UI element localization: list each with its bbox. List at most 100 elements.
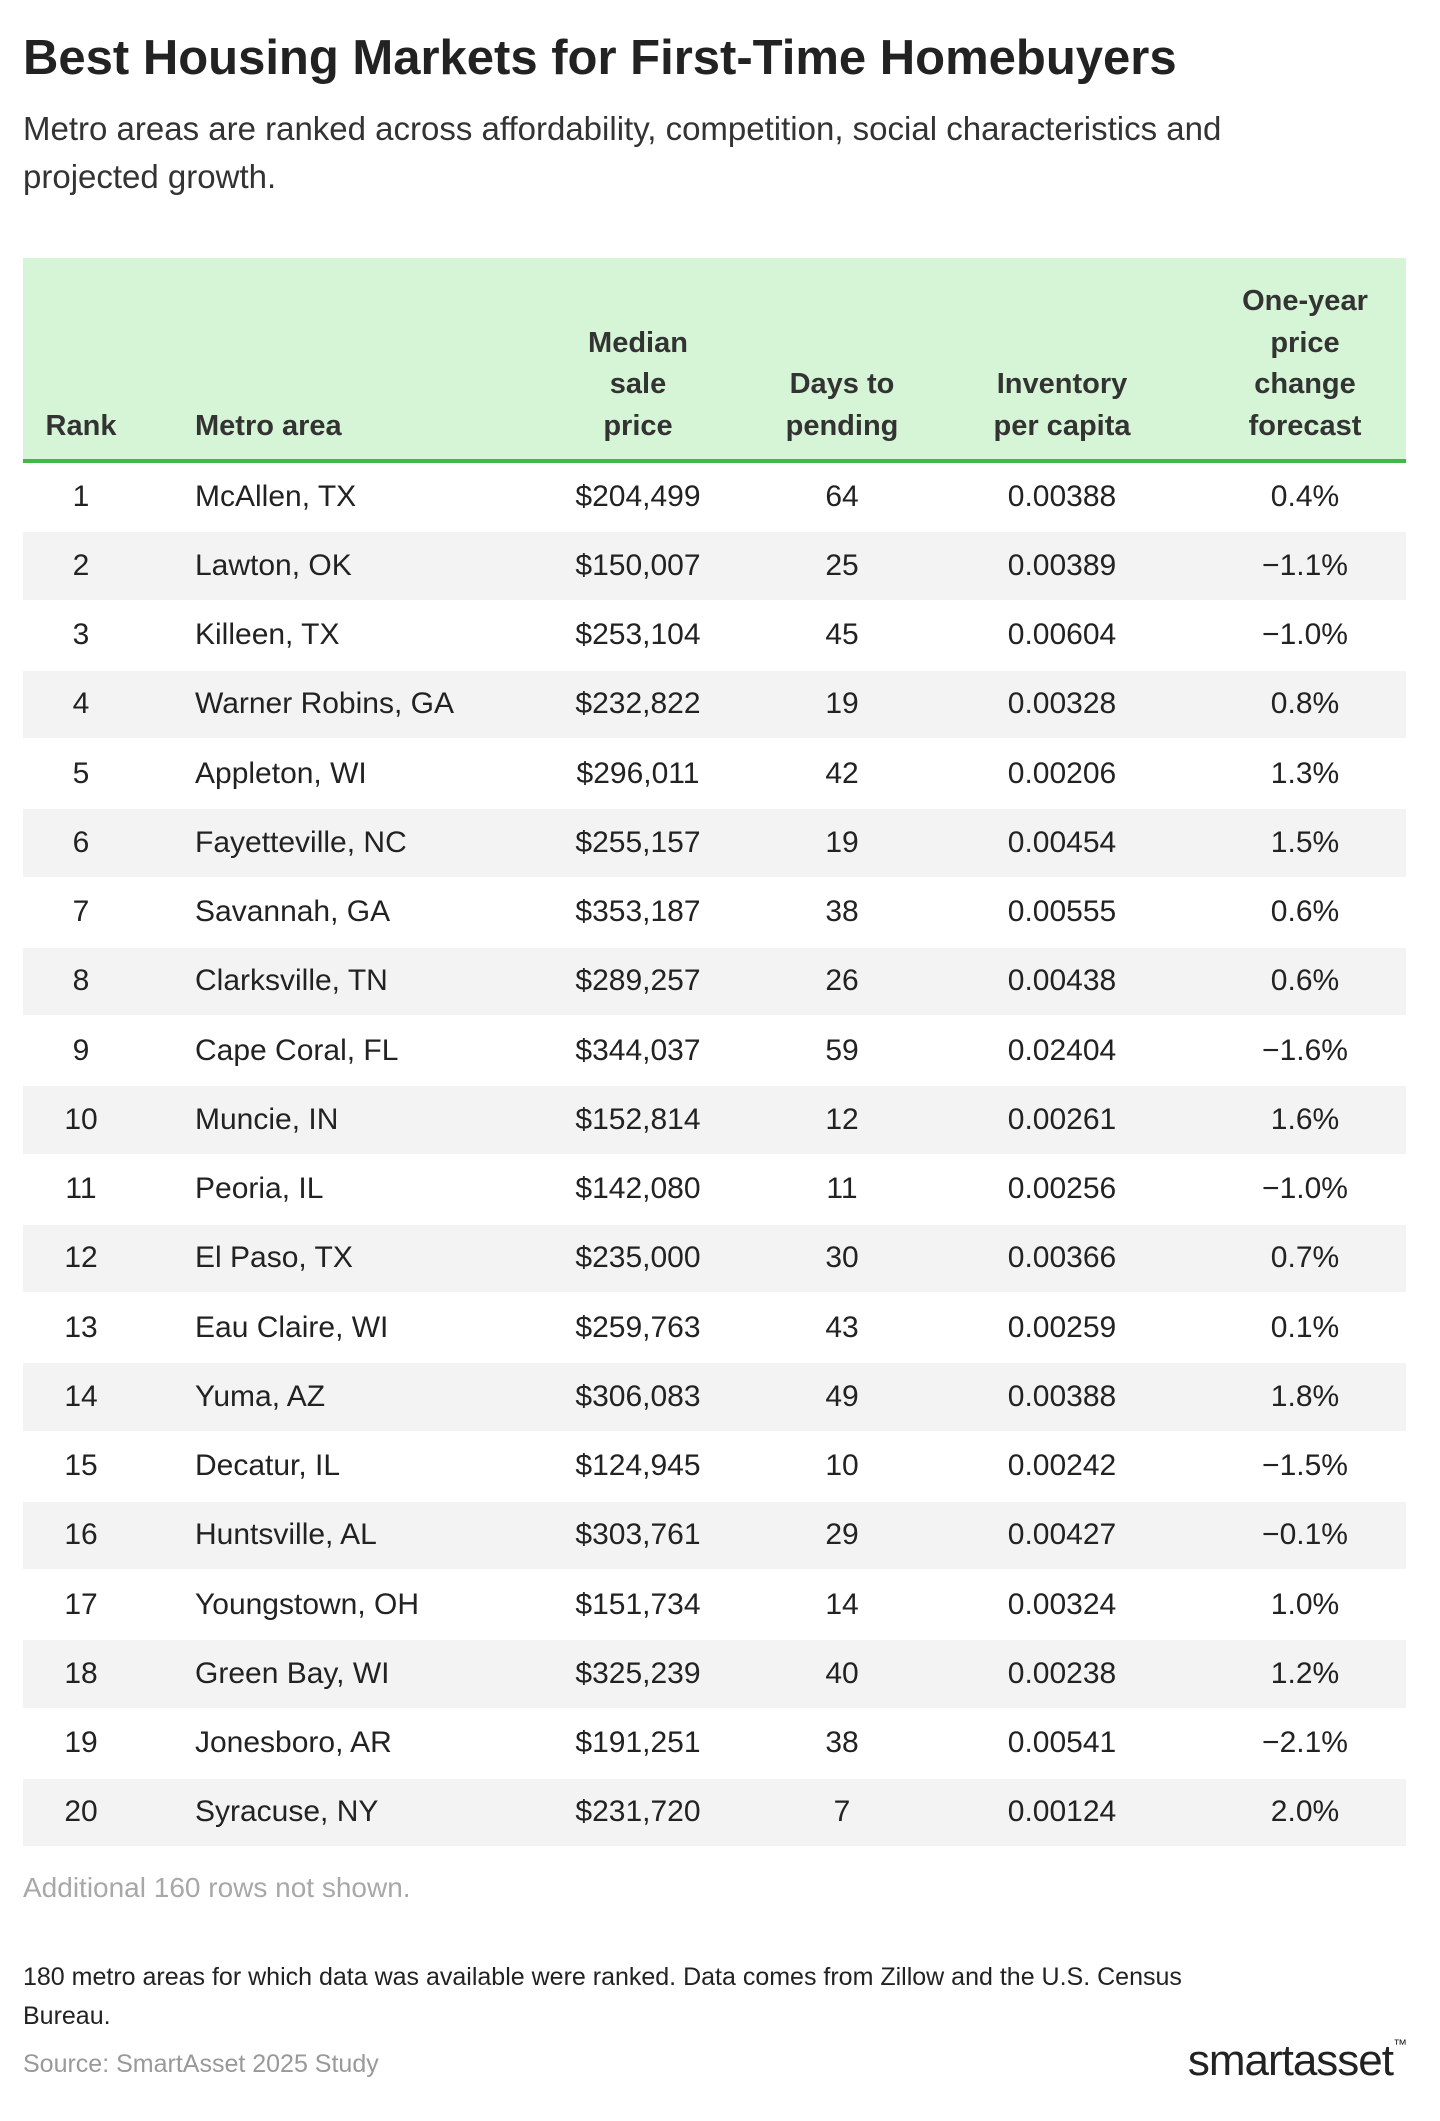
table-row: 9 Cape Coral, FL $344,037 59 0.02404 −1.6% — [23, 1017, 1406, 1087]
table-cell: 0.00438 — [1007, 964, 1117, 998]
table-cell: 42 — [825, 756, 859, 790]
table-cell: 15 — [64, 1449, 98, 1483]
table-cell: 2 — [72, 548, 90, 582]
logo-text: smartasset — [1187, 2036, 1394, 2085]
table-cell: 0.00328 — [1007, 687, 1117, 721]
table-cell: $150,007 — [575, 548, 701, 582]
table-cell: 0.1% — [1270, 1310, 1340, 1344]
table-cell: $235,000 — [575, 1241, 701, 1275]
table-cell: Peoria, IL — [195, 1172, 324, 1206]
table-cell: 0.00366 — [1007, 1241, 1117, 1275]
header-cell: Median sale price — [560, 323, 716, 448]
table-row: 4 Warner Robins, GA $232,822 19 0.00328 0.8% — [23, 670, 1406, 740]
table-cell: 38 — [825, 895, 859, 929]
table-cell: 7 — [72, 895, 90, 929]
header-cell: One-year price change forecast — [1156, 281, 1406, 447]
table-cell: 6 — [72, 825, 90, 859]
source: Source: SmartAsset 2025 Study — [23, 2050, 379, 2078]
table-cell: $124,945 — [575, 1449, 701, 1483]
header-line: price — [603, 409, 673, 442]
table-cell: 11 — [65, 1172, 97, 1206]
table-cell: 49 — [825, 1379, 859, 1413]
header-cell: Days to pending — [716, 364, 968, 447]
table-row: 14 Yuma, AZ $306,083 49 0.00388 1.8% — [23, 1363, 1406, 1433]
table-cell: 59 — [825, 1033, 859, 1067]
table-cell: 14 — [825, 1587, 859, 1621]
table-cell: 12 — [64, 1241, 98, 1275]
table-cell: Fayetteville, NC — [195, 825, 407, 859]
table: Rank Metro area Median sale price Days to pend… — [23, 258, 1406, 1848]
table-cell: 0.6% — [1270, 895, 1340, 929]
header-line: change — [1254, 368, 1356, 400]
table-cell: 20 — [64, 1795, 98, 1829]
table-cell: 0.4% — [1270, 479, 1340, 513]
table-row: 10 Muncie, IN $152,814 12 0.00261 1.6% — [23, 1086, 1406, 1156]
table-cell: −1.6% — [1262, 1033, 1348, 1067]
table-cell: 0.00256 — [1007, 1172, 1117, 1206]
table-cell: Green Bay, WI — [195, 1656, 390, 1690]
more-rows-note: Additional 160 rows not shown. — [23, 1872, 411, 1903]
header-line: One-year — [1242, 285, 1368, 317]
table-cell: Warner Robins, GA — [195, 687, 454, 721]
table-cell: 19 — [825, 825, 859, 859]
table-cell: 0.00242 — [1007, 1449, 1117, 1483]
table-row: 6 Fayetteville, NC $255,157 19 0.00454 1.5% — [23, 809, 1406, 879]
table-cell: −1.5% — [1262, 1449, 1348, 1483]
table-cell: 1.8% — [1270, 1379, 1340, 1413]
table-cell: Lawton, OK — [195, 548, 352, 582]
table-cell: 19 — [825, 687, 859, 721]
footnote: 180 metro areas for which data was avail… — [23, 1963, 1182, 2030]
table-cell: 19 — [64, 1726, 98, 1760]
table-cell: 12 — [825, 1102, 859, 1136]
header-line: Rank — [45, 409, 117, 442]
logo: smartasset™ — [1187, 2036, 1407, 2086]
table-cell: $253,104 — [575, 618, 701, 652]
table-cell: 0.00261 — [1007, 1102, 1117, 1136]
table-cell: $255,157 — [575, 825, 701, 859]
table-cell: 9 — [72, 1033, 90, 1067]
table-cell: Yuma, AZ — [195, 1379, 326, 1413]
title: Best Housing Markets for First-Time Home… — [23, 31, 1177, 85]
table-cell: 38 — [825, 1726, 859, 1760]
table-cell: $303,761 — [575, 1518, 701, 1552]
table-cell: $306,083 — [575, 1379, 701, 1413]
table-cell: $204,499 — [575, 479, 701, 513]
table-cell: 7 — [833, 1795, 851, 1829]
table-row: 1 McAllen, TX $204,499 64 0.00388 0.4% — [23, 463, 1406, 533]
table-cell: $151,734 — [575, 1587, 701, 1621]
table-cell: $296,011 — [576, 756, 700, 790]
table-cell: 43 — [825, 1310, 859, 1344]
table-cell: 1.3% — [1270, 756, 1340, 790]
table-cell: 0.7% — [1270, 1241, 1340, 1275]
table-cell: 18 — [64, 1656, 98, 1690]
table-cell: 17 — [64, 1587, 98, 1621]
table-cell: Decatur, IL — [195, 1449, 341, 1483]
table-row: 17 Youngstown, OH $151,734 14 0.00324 1.0% — [23, 1571, 1406, 1641]
table-cell: 40 — [825, 1656, 859, 1690]
table-cell: 0.00389 — [1007, 548, 1117, 582]
table-cell: −2.1% — [1262, 1726, 1348, 1760]
table-row: 12 El Paso, TX $235,000 30 0.00366 0.7% — [23, 1224, 1406, 1294]
table-cell: 2.0% — [1270, 1795, 1340, 1829]
table-cell: 0.8% — [1270, 687, 1340, 721]
table-cell: 16 — [64, 1518, 98, 1552]
table-cell: 0.6% — [1270, 964, 1340, 998]
table-cell: Savannah, GA — [195, 895, 391, 929]
table-row: 13 Eau Claire, WI $259,763 43 0.00259 0.1% — [23, 1294, 1406, 1364]
table-cell: $353,187 — [575, 895, 701, 929]
table-cell: 8 — [72, 964, 90, 998]
table-cell: 0.00388 — [1007, 479, 1117, 513]
table-row: 18 Green Bay, WI $325,239 40 0.00238 1.2% — [23, 1640, 1406, 1710]
table-cell: 0.00541 — [1007, 1726, 1117, 1760]
table-cell: 0.00454 — [1007, 825, 1117, 859]
table-row: 5 Appleton, WI $296,011 42 0.00206 1.3% — [23, 740, 1406, 810]
subtitle: Metro areas are ranked across affordabil… — [23, 110, 1222, 195]
table-cell: 29 — [825, 1518, 859, 1552]
table-row: 7 Savannah, GA $353,187 38 0.00555 0.6% — [23, 879, 1406, 948]
table-cell: 25 — [825, 548, 859, 582]
table-cell: $152,814 — [575, 1102, 701, 1136]
table-cell: 1 — [72, 479, 90, 513]
header-line: Metro area — [195, 409, 342, 442]
table-cell: Clarksville, TN — [195, 964, 388, 998]
table-cell: 64 — [825, 479, 859, 513]
